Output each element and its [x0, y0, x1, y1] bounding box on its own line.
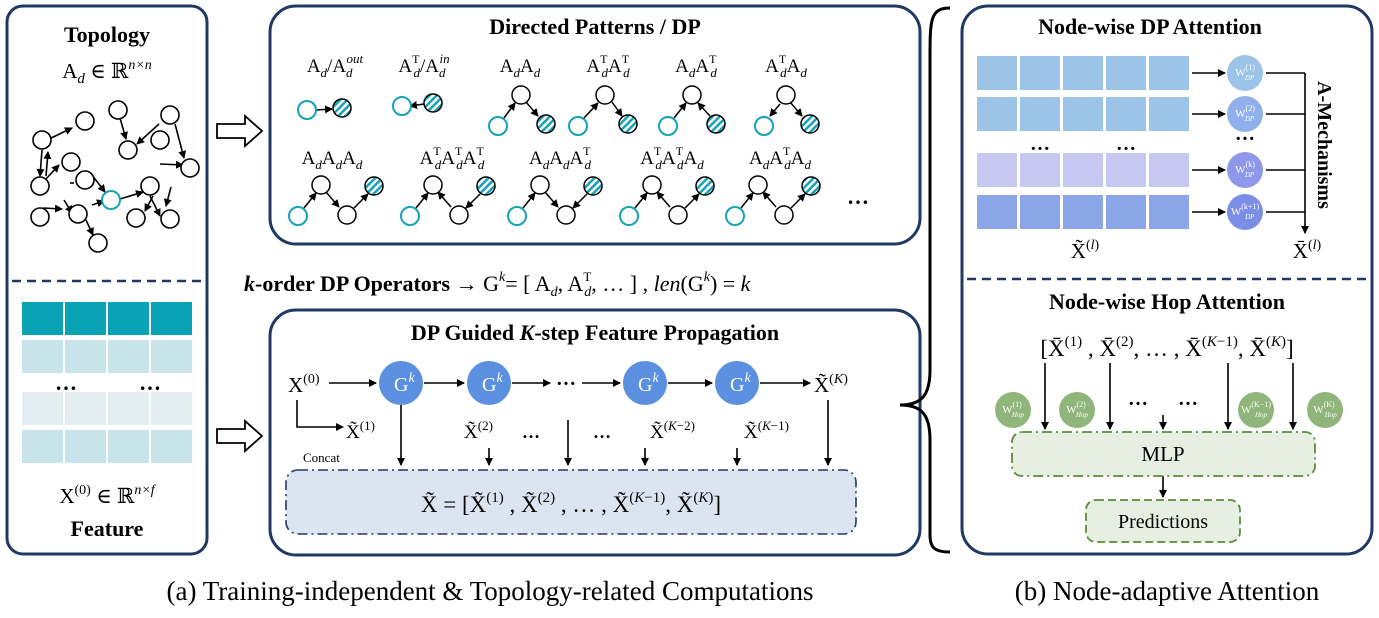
concat-box	[285, 469, 857, 535]
caption-b: (b) Node-adaptive Attention	[1015, 576, 1320, 606]
dp-trailing-ellipsis: …	[847, 184, 869, 209]
matrix-ellipsis-a: …	[1030, 133, 1050, 155]
x-tilde-K-1: X̃(K−1)	[744, 418, 789, 443]
dp-label-8: AT dAT dAT d	[420, 144, 485, 172]
svg-text:W(1)DP: W(1) DP	[1235, 63, 1255, 82]
dp-attention-title: Node-wise DP Attention	[1038, 14, 1262, 39]
dp-pattern-row1	[297, 85, 820, 136]
feature-ellipsis-a: …	[55, 370, 77, 395]
dp-label-4: AT dAT d	[586, 52, 630, 80]
predictions-label: Predictions	[1118, 511, 1208, 533]
x-bar-l: X̄(l)	[1293, 238, 1322, 263]
mlp-label: MLP	[1141, 442, 1184, 466]
dp-label-11: AdAT dAd	[749, 144, 812, 172]
dp-panel-frame	[268, 4, 922, 246]
hollow-arrow-top	[216, 114, 264, 148]
propagation-title: DP Guided K-step Feature Propagation	[411, 320, 779, 345]
hop-attention-title: Node-wise Hop Attention	[1049, 289, 1285, 314]
propagation-ellipsis-2: …	[522, 422, 540, 442]
topology-nodes	[30, 100, 200, 253]
topology-title: Topology	[64, 22, 150, 47]
dp-title: Directed Patterns / DP	[489, 14, 701, 39]
curly-brace	[899, 6, 951, 554]
feature-matrix	[22, 302, 192, 463]
w-hop-nodes	[995, 392, 1343, 428]
topology-formula: Ad ∈ ℝn×n	[62, 58, 152, 87]
dp-label-2: AT d/Adin	[398, 51, 449, 80]
dp-label-5: AdAT d	[675, 52, 717, 80]
svg-text:W(2)DP: W(2) DP	[1235, 104, 1255, 123]
dp-label-10: AT dAT dAd	[640, 144, 704, 172]
dp-label-9: AdAdAT d	[529, 144, 592, 172]
propagation-ellipsis-3: …	[593, 422, 611, 442]
left-panel: Topology Ad ∈ ℝn×n	[5, 4, 209, 556]
concat-formula: X̃ = [X̃(1) , X̃(2) , … , X̃(K−1), X̃(K)…	[421, 490, 721, 517]
matrix-ellipsis-b: …	[1116, 133, 1136, 155]
w-dp-labels: W(1) DP W(2) DP W(k) DP W(k+1) DP	[1231, 63, 1260, 221]
right-panel: Node-wise DP Attention … …	[960, 4, 1374, 556]
feature-ellipsis-b: …	[139, 370, 161, 395]
w-hop-ellipsis-b: …	[1178, 388, 1198, 410]
propagation-ellipsis: …	[556, 368, 576, 390]
dp-label-6: AT dAd	[765, 52, 807, 80]
mechanisms-label: A-Mechanisms	[1313, 81, 1335, 209]
dp-attention-arrows	[1192, 69, 1309, 234]
hop-inputs: [X̄(1) , X̄(2), … , X̄(K−1), X̄(K)]	[1040, 334, 1293, 361]
w-dp-ellipsis: …	[1235, 123, 1255, 145]
propagation-arrows	[296, 379, 832, 466]
mlp-box	[1011, 431, 1316, 477]
predictions-box	[1085, 499, 1241, 543]
hop-arrows	[1041, 363, 1297, 498]
g-nodes	[379, 361, 759, 405]
w-dp-nodes	[1227, 55, 1263, 230]
dp-panel: Directed Patterns / DP Ad/Adout AT d/Adin…	[268, 4, 922, 246]
propagation-panel: DP Guided K-step Feature Propagation X(0…	[268, 308, 922, 557]
operators-line: k-order DP Operators → Gk= [ Ad, AT d, … …	[244, 269, 752, 300]
feature-title: Feature	[71, 516, 144, 541]
concat-label: Concat	[303, 450, 340, 465]
dp-pattern-row2	[288, 175, 821, 226]
svg-text:W(k)DP: W(k) DP	[1235, 160, 1255, 179]
hollow-arrow-bottom	[216, 419, 264, 453]
dp-label-7: AdAdAd	[302, 148, 363, 172]
caption-a: (a) Training-independent & Topology-rela…	[166, 576, 813, 606]
dp-attention-matrix	[977, 56, 1189, 229]
w-hop-ellipsis-a: …	[1128, 388, 1148, 410]
